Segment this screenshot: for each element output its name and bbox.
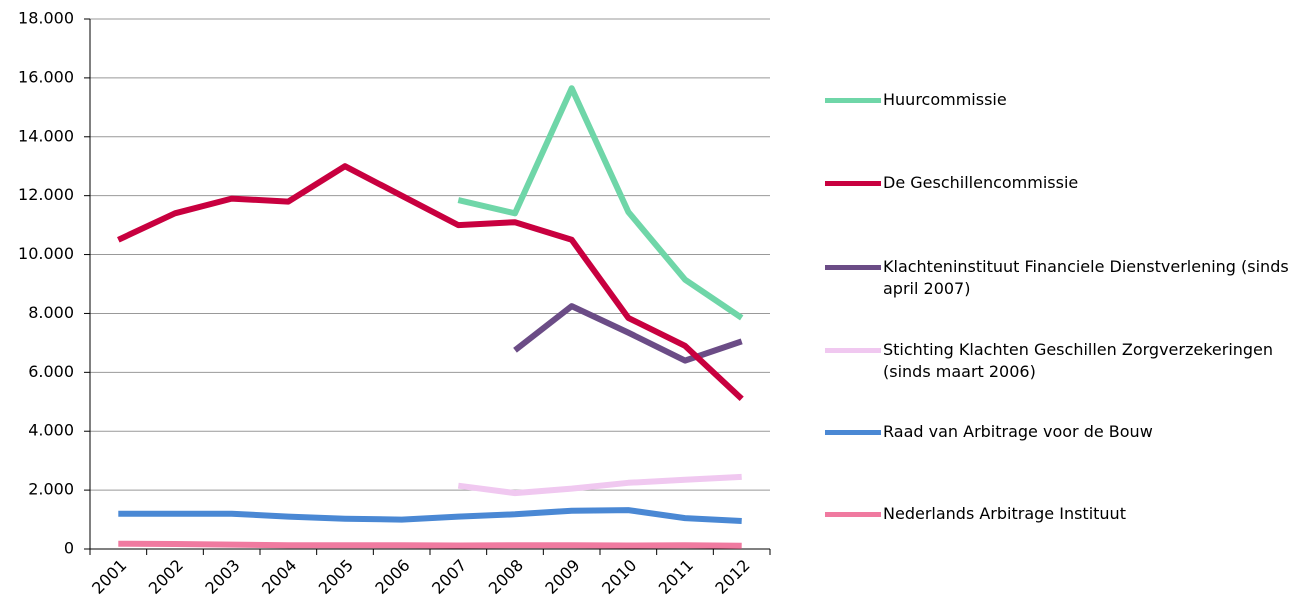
legend-item: Stichting Klachten Geschillen Zorgverzek… [825, 339, 1295, 383]
series-line [118, 507, 742, 524]
series-line [118, 540, 742, 549]
legend-label: Nederlands Arbitrage Instituut [883, 504, 1126, 523]
x-tick-label: 2004 [258, 556, 300, 598]
x-tick-label: 2002 [145, 556, 187, 598]
y-tick-label: 14.000 [18, 126, 74, 145]
x-tick-label: 2011 [655, 556, 697, 598]
y-tick-label: 18.000 [18, 9, 74, 28]
legend-label: De Geschillencommissie [883, 173, 1079, 192]
x-tick-label: 2005 [315, 556, 357, 598]
legend-swatch [825, 348, 881, 353]
x-tick-label: 2012 [711, 556, 753, 598]
legend-item: Klachteninstituut Financiele Dienstverle… [825, 256, 1295, 300]
legend-swatch [825, 430, 881, 435]
legend-item: Huurcommissie [825, 89, 1295, 111]
y-tick-label: 2.000 [28, 480, 74, 499]
legend-swatch [825, 512, 881, 517]
legend-item: Nederlands Arbitrage Instituut [825, 503, 1295, 525]
y-tick-label: 4.000 [28, 421, 74, 440]
x-tick-label: 2007 [428, 556, 470, 598]
y-tick-label: 6.000 [28, 362, 74, 381]
legend-swatch [825, 265, 881, 270]
x-tick-label: 2010 [598, 556, 640, 598]
y-tick-label: 0 [64, 539, 74, 558]
x-tick-label: 2009 [541, 556, 583, 598]
series-line [117, 163, 744, 401]
legend-label: Stichting Klachten Geschillen Zorgverzek… [883, 340, 1274, 381]
x-tick-label: 2008 [485, 556, 527, 598]
series-line [457, 473, 742, 497]
legend-item: Raad van Arbitrage voor de Bouw [825, 421, 1295, 443]
y-tick-label: 16.000 [18, 67, 74, 86]
series-line [513, 303, 743, 364]
x-tick-label: 2006 [371, 556, 413, 598]
legend-label: Huurcommissie [883, 90, 1007, 109]
y-tick-label: 12.000 [18, 185, 74, 204]
legend-swatch [825, 181, 881, 186]
legend-swatch [825, 98, 881, 103]
series-line [457, 85, 744, 321]
x-tick-label: 2001 [88, 556, 130, 598]
legend-item: De Geschillencommissie [825, 172, 1295, 194]
y-tick-label: 8.000 [28, 303, 74, 322]
legend-label: Raad van Arbitrage voor de Bouw [883, 422, 1153, 441]
y-tick-label: 10.000 [18, 244, 74, 263]
legend-label: Klachteninstituut Financiele Dienstverle… [883, 257, 1289, 298]
x-tick-label: 2003 [201, 556, 243, 598]
